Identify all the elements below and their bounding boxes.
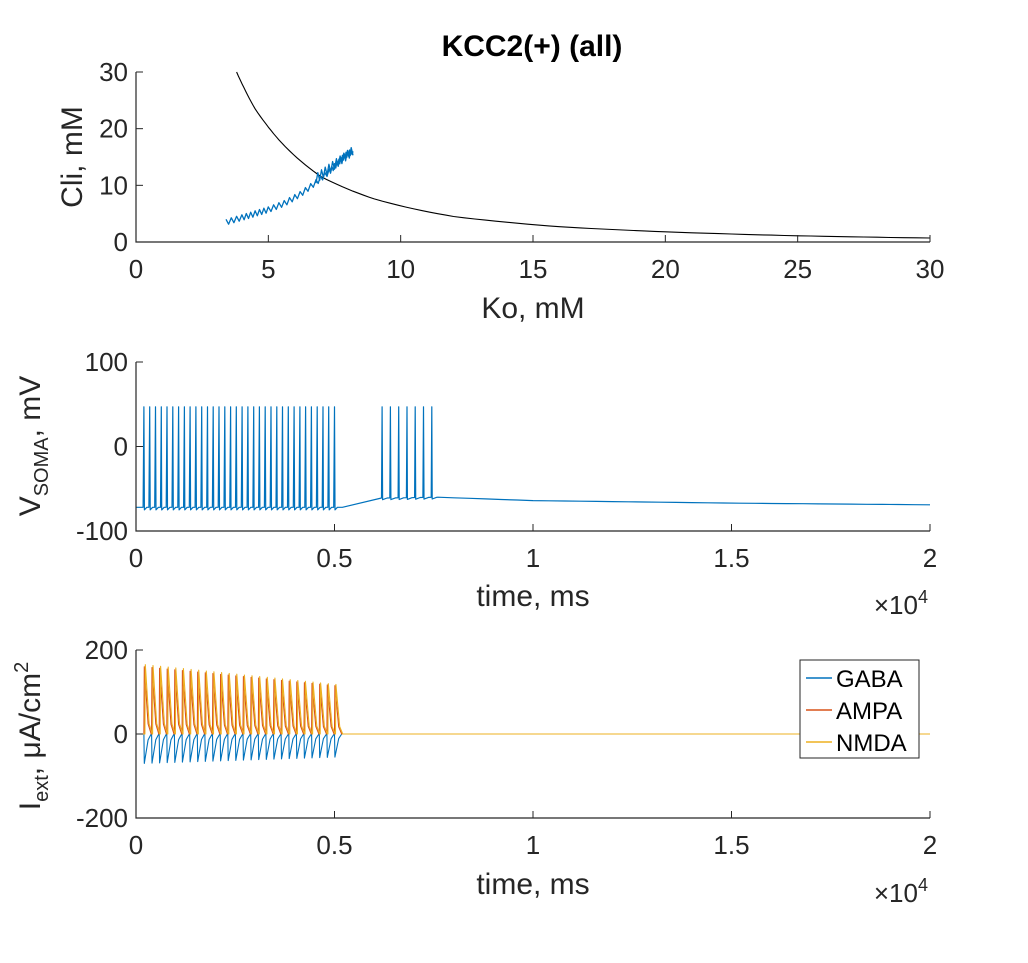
current-xtick-label: 1.5 xyxy=(713,830,749,860)
voltage-ytick-label: 0 xyxy=(114,432,128,462)
current-ylabel: Iext, μA/cm2 xyxy=(11,662,53,810)
voltage-line xyxy=(136,406,931,511)
nullcline-curve xyxy=(236,71,931,239)
nmda-line xyxy=(136,664,930,735)
voltage-xtick-label: 2 xyxy=(923,543,937,573)
current-xlabel: time, ms xyxy=(476,868,589,901)
current-ytick-label: 0 xyxy=(114,719,128,749)
current-ytick-label: 200 xyxy=(85,635,128,665)
ampa-line xyxy=(136,666,930,735)
phase-plot-xtick-label: 0 xyxy=(129,254,143,284)
phase-plot-ytick-label: 10 xyxy=(99,170,128,200)
legend-entries: GABA AMPA NMDA xyxy=(806,666,907,757)
trajectory-fold xyxy=(315,146,354,184)
trajectory-curve xyxy=(225,148,354,225)
voltage-xtick-label: 0 xyxy=(129,543,143,573)
phase-plot-ylabel: Cli, mM xyxy=(56,106,89,208)
phase-plot-xtick-label: 15 xyxy=(519,254,548,284)
phase-plot-panel: KCC2(+) (all) 0 5 10 15 20 25 30 0 10 20 30 Ko, mM… xyxy=(56,30,944,325)
phase-plot-lines xyxy=(225,71,931,239)
voltage-x-multiplier: ×104 xyxy=(874,587,928,620)
voltage-trace xyxy=(136,406,931,511)
legend-label-gaba: GABA xyxy=(836,666,903,693)
current-legend: GABA AMPA NMDA xyxy=(799,659,920,759)
voltage-xtick-label: 1 xyxy=(526,543,540,573)
current-ytick-label: -200 xyxy=(76,803,128,833)
phase-plot-xlabel: Ko, mM xyxy=(481,292,584,325)
current-xtick-label: 0.5 xyxy=(316,830,352,860)
voltage-ytick-label: -100 xyxy=(76,516,128,546)
legend-label-ampa: AMPA xyxy=(836,698,902,725)
voltage-xlabel: time, ms xyxy=(476,580,589,613)
phase-plot-xtick-label: 10 xyxy=(386,254,415,284)
phase-plot-ytick-label: 20 xyxy=(99,114,128,144)
voltage-ytick-label: 100 xyxy=(85,347,128,377)
phase-plot-xtick-label: 20 xyxy=(651,254,680,284)
legend-label-nmda: NMDA xyxy=(836,730,907,757)
current-traces xyxy=(136,664,930,764)
voltage-axes xyxy=(135,362,930,532)
current-xtick-label: 2 xyxy=(923,830,937,860)
current-xtick-label: 1 xyxy=(526,830,540,860)
phase-plot-ytick-label: 0 xyxy=(114,227,128,257)
phase-plot-ytick-label: 30 xyxy=(99,57,128,87)
voltage-ylabel: VSOMA, mV xyxy=(14,376,53,517)
phase-plot-title: KCC2(+) (all) xyxy=(442,30,623,63)
voltage-xtick-label: 1.5 xyxy=(713,543,749,573)
phase-plot-xtick-label: 25 xyxy=(783,254,812,284)
phase-plot-xtick-label: 30 xyxy=(916,254,945,284)
phase-plot-axes xyxy=(135,72,930,243)
phase-plot-xtick-label: 5 xyxy=(261,254,275,284)
phase-plot-ticks: 0 5 10 15 20 25 30 0 10 20 30 xyxy=(99,57,944,284)
current-xtick-label: 0 xyxy=(129,830,143,860)
voltage-xtick-label: 0.5 xyxy=(316,543,352,573)
current-x-multiplier: ×104 xyxy=(874,875,928,908)
